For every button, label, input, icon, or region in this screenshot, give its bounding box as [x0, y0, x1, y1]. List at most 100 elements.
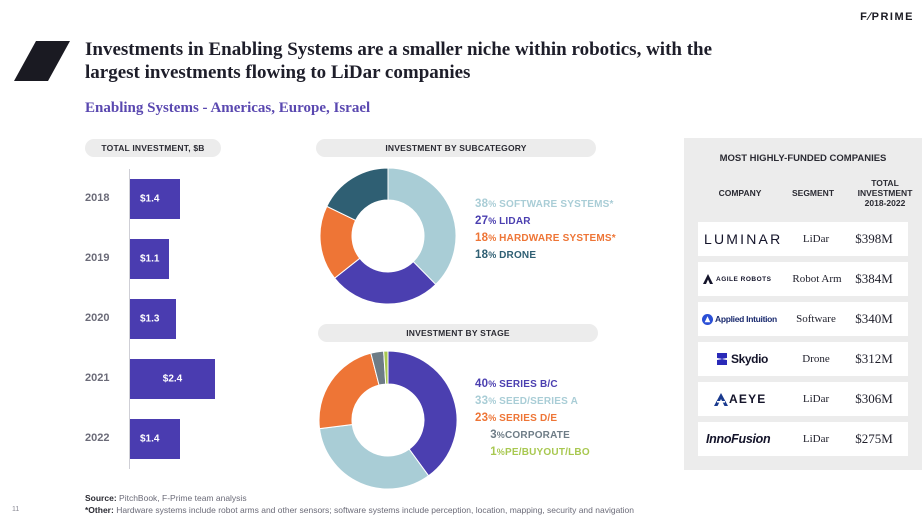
page-subtitle: Enabling Systems - Americas, Europe, Isr…	[85, 100, 371, 116]
company-row: Skydio Drone $312M	[698, 342, 908, 376]
company-column-header: COMPANY	[718, 188, 762, 198]
donut-slice-seed-series-a	[318, 423, 430, 490]
legend-percent: 1%	[490, 446, 505, 458]
legend-percent: 40%	[475, 378, 500, 390]
legend-item: 18% HARDWARE SYSTEMS*	[475, 232, 616, 249]
applied-intuition-logo: Applied Intuition	[702, 302, 777, 336]
year-tick-label: 2019	[85, 252, 110, 264]
legend-label: SERIES B/C	[499, 379, 558, 390]
bar-value-label: $1.4	[140, 193, 160, 205]
year-tick-label: 2018	[85, 192, 110, 204]
other-text: Hardware systems include robot arms and …	[116, 505, 634, 515]
legend-label: CORPORATE	[505, 430, 570, 441]
company-row: Applied Intuition Software $340M	[698, 302, 908, 336]
investment-bar: $1.1	[130, 239, 169, 279]
subcategory-legend: 38% SOFTWARE SYSTEMS* 27% LIDAR 18% HARDWA…	[475, 198, 616, 266]
legend-item: 33% SEED/SERIES A	[475, 395, 590, 412]
year-tick-label: 2020	[85, 312, 110, 324]
brand-logo: F∕PRIME	[860, 11, 914, 23]
legend-percent: 18%	[475, 249, 500, 261]
legend-item: 3% CORPORATE	[475, 429, 590, 446]
company-name: LUMINAR	[704, 231, 783, 247]
total-header-line-2: INVESTMENT	[857, 188, 913, 198]
aeye-logo: AEYE	[714, 382, 766, 416]
legend-label: LIDAR	[499, 216, 531, 227]
legend-percent: 33%	[475, 395, 500, 407]
total-header-line-3: 2018-2022	[864, 198, 906, 208]
donut-slice-drone	[326, 167, 389, 221]
company-name: InnoFusion	[706, 432, 771, 446]
aeye-mark-icon	[714, 392, 728, 406]
year-tick-label: 2021	[85, 372, 110, 384]
donut-slice-software-systems	[387, 167, 457, 286]
total-column-header: TOTAL INVESTMENT 2018-2022	[848, 178, 922, 208]
stage-legend: 40% SERIES B/C 33% SEED/SERIES A 23% SERIE…	[475, 378, 590, 463]
legend-item: 23% SERIES D/E	[475, 412, 590, 429]
legend-label: HARDWARE SYSTEMS*	[499, 233, 616, 244]
legend-percent: 18%	[475, 232, 500, 244]
bar-value-label: $1.4	[140, 433, 160, 445]
legend-item: 1% PE/BUYOUT/LBO	[475, 446, 590, 463]
amount-cell: $340M	[855, 311, 893, 326]
bar-chart-title: TOTAL INVESTMENT, $B	[85, 139, 221, 157]
legend-label: DRONE	[499, 250, 537, 261]
legend-label: SEED/SERIES A	[499, 396, 579, 407]
bar-value-label: $1.1	[140, 253, 160, 265]
segment-cell: Drone	[802, 353, 830, 365]
other-label: *Other:	[85, 505, 114, 515]
stage-donut-chart	[318, 350, 458, 490]
other-note: *Other: Hardware systems include robot a…	[85, 505, 634, 515]
amount-cell: $398M	[855, 231, 893, 246]
company-name: AEYE	[729, 392, 767, 406]
amount-cell: $275M	[855, 431, 893, 446]
company-name: AGILE ROBOTS	[716, 275, 772, 283]
donut-slice-series-d-e	[318, 352, 380, 430]
investment-bar: $1.4	[130, 419, 180, 459]
source-note: Source: PitchBook, F-Prime team analysis	[85, 493, 247, 503]
year-tick-label: 2022	[85, 432, 110, 444]
agile-robots-mark-icon	[703, 274, 713, 284]
amount-cell: $312M	[855, 351, 893, 366]
company-row: LUMINAR LiDar $398M	[698, 222, 908, 256]
bar-chart-axis	[129, 169, 130, 469]
bar-value-label: $1.3	[140, 313, 160, 325]
subcategory-chart-title: INVESTMENT BY SUBCATEGORY	[316, 139, 596, 157]
applied-intuition-mark-icon	[702, 313, 713, 325]
skydio-mark-icon	[717, 353, 727, 365]
slash-decoration-icon	[14, 41, 70, 81]
bar-value-label: $2.4	[162, 373, 183, 385]
legend-percent: 3%	[490, 429, 505, 441]
segment-cell: Robot Arm	[792, 273, 842, 285]
company-name: Skydio	[731, 352, 768, 366]
legend-label: SERIES D/E	[499, 413, 558, 424]
company-row: AEYE LiDar $306M	[698, 382, 908, 416]
company-row: AGILE ROBOTS Robot Arm $384M	[698, 262, 908, 296]
companies-panel: MOST HIGHLY-FUNDED COMPANIES COMPANY SEG…	[684, 138, 922, 470]
segment-cell: LiDar	[802, 393, 830, 405]
segment-column-header: SEGMENT	[791, 188, 835, 198]
legend-percent: 27%	[475, 215, 500, 227]
investment-bar: $2.4	[130, 359, 215, 399]
companies-panel-title: MOST HIGHLY-FUNDED COMPANIES	[719, 153, 887, 164]
source-text: PitchBook, F-Prime team analysis	[119, 493, 247, 503]
investment-bar: $1.4	[130, 179, 180, 219]
investment-bar: $1.3	[130, 299, 177, 339]
company-row: InnoFusion LiDar $275M	[698, 422, 908, 456]
segment-cell: Software	[796, 313, 836, 325]
donut-slice-pe-buyout-lbo	[383, 350, 389, 385]
legend-label: PE/BUYOUT/LBO	[505, 447, 590, 458]
legend-item: 40% SERIES B/C	[475, 378, 590, 395]
legend-percent: 23%	[475, 412, 500, 424]
stage-chart-title: INVESTMENT BY STAGE	[318, 324, 598, 342]
total-header-line-1: TOTAL	[871, 178, 899, 188]
page-title: Investments in Enabling Systems are a sm…	[85, 39, 713, 83]
innofusion-logo: InnoFusion	[706, 422, 771, 456]
amount-cell: $384M	[855, 271, 893, 286]
company-name: Applied Intuition	[715, 314, 777, 324]
legend-item: 38% SOFTWARE SYSTEMS*	[475, 198, 616, 215]
page-number: 11	[12, 506, 20, 513]
luminar-logo: LUMINAR	[704, 222, 782, 256]
source-label: Source:	[85, 493, 117, 503]
legend-item: 27% LIDAR	[475, 215, 616, 232]
skydio-logo: Skydio	[716, 342, 768, 376]
